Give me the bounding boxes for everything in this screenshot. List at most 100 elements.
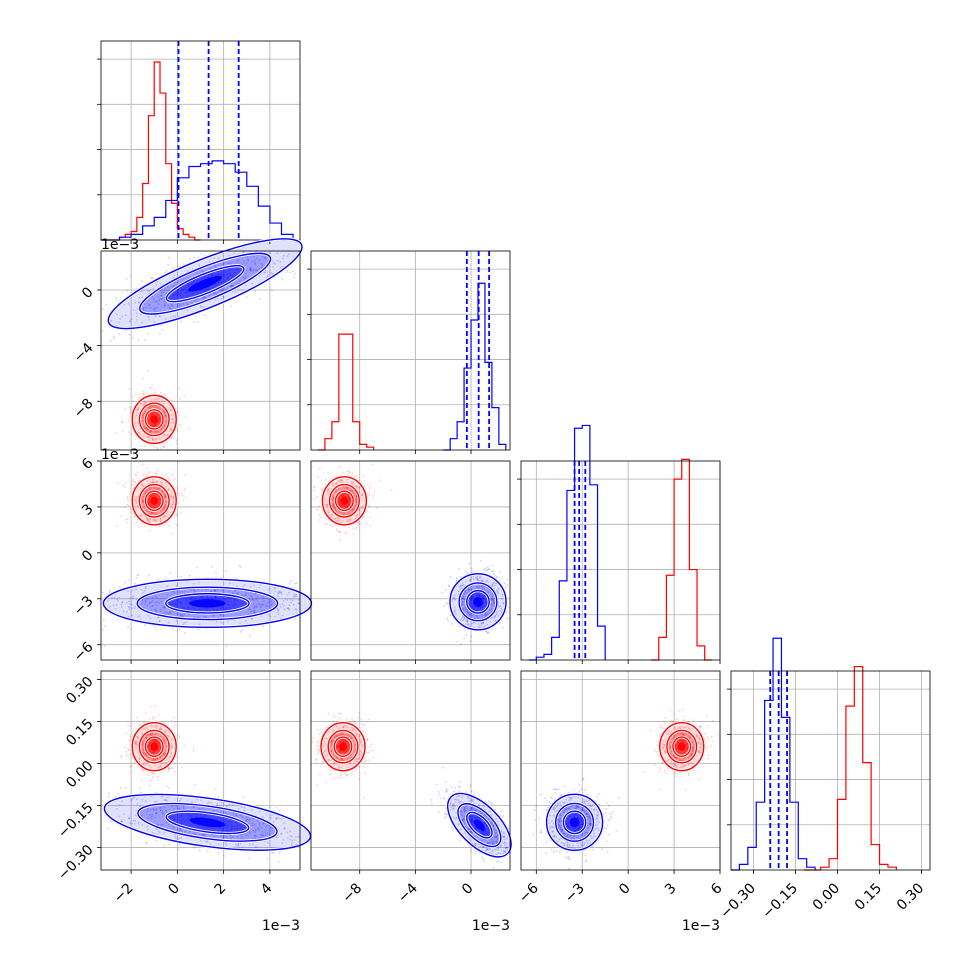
scatter-point (470, 635, 472, 638)
scatter-point (209, 267, 212, 270)
scatter-point (127, 302, 130, 305)
scatter-point (230, 305, 233, 308)
scatter-point (281, 265, 284, 268)
scatter-point (162, 408, 164, 411)
scatter-point (271, 266, 274, 269)
scatter-point (117, 619, 119, 621)
scatter-point (155, 398, 158, 401)
scatter-point (251, 282, 254, 285)
scatter-point (230, 285, 233, 287)
scatter-point (138, 393, 141, 396)
scatter-point (164, 420, 167, 423)
scatter-point (124, 581, 126, 584)
scatter-point (165, 515, 168, 518)
scatter-point (175, 439, 178, 442)
scatter-point (161, 720, 164, 723)
scatter-point (169, 571, 172, 574)
scatter-point (122, 430, 124, 433)
scatter-point (144, 490, 147, 492)
scatter-point (243, 263, 246, 265)
scatter-point (327, 471, 329, 474)
scatter-point (488, 568, 490, 570)
scatter-point (138, 723, 141, 726)
scatter-point (137, 477, 140, 480)
scatter-point (159, 518, 162, 520)
scatter-point (459, 643, 462, 646)
scatter-point (124, 314, 127, 317)
scatter-point (368, 506, 371, 508)
scatter-point (156, 775, 159, 778)
scatter-point (162, 446, 165, 448)
scatter-point (151, 276, 153, 279)
scatter-point (142, 393, 144, 395)
scatter-point (146, 429, 149, 432)
scatter-point (141, 296, 144, 299)
scatter-point (149, 436, 151, 439)
scatter-point (368, 488, 371, 491)
scatter-point (200, 305, 203, 308)
scatter-point (178, 302, 181, 305)
scatter-point (146, 490, 149, 493)
y-tick-label: −4 (71, 340, 97, 366)
scatter-point (354, 528, 357, 530)
y-offset-label: 1e−3 (101, 237, 139, 253)
scatter-point (220, 298, 223, 300)
scatter-point (282, 257, 284, 260)
scatter-point (144, 408, 147, 411)
scatter-point (152, 308, 155, 311)
scatter-point (137, 412, 139, 415)
scatter-point (273, 262, 275, 264)
scatter-point (164, 411, 166, 413)
scatter-point (171, 303, 173, 306)
scatter-point (352, 528, 354, 530)
scatter-point (482, 568, 485, 570)
scatter-point (279, 266, 282, 269)
scatter-point (378, 479, 381, 481)
scatter-point (325, 478, 327, 481)
red-histogram-p1 (317, 333, 375, 451)
scatter-point (163, 304, 166, 307)
scatter-point (136, 409, 139, 411)
scatter-point (368, 494, 371, 497)
scatter-point (148, 718, 151, 720)
scatter-point (458, 568, 461, 570)
scatter-point (168, 477, 171, 480)
scatter-point (154, 438, 157, 441)
scatter-point (174, 315, 177, 318)
scatter-point (129, 274, 132, 277)
scatter-point (236, 259, 239, 262)
scatter-point (168, 256, 170, 259)
scatter-point (130, 318, 133, 320)
scatter-point (247, 258, 249, 261)
scatter-point (151, 777, 154, 780)
scatter-point (147, 529, 150, 532)
scatter-point (253, 255, 256, 258)
scatter-point (150, 430, 153, 432)
scatter-point (163, 423, 166, 426)
scatter-point (244, 272, 247, 275)
scatter-point (176, 304, 179, 307)
scatter-point (135, 411, 138, 413)
scatter-point (156, 473, 158, 475)
scatter-point (144, 475, 147, 477)
scatter-point (173, 274, 176, 277)
scatter-point (141, 779, 143, 782)
scatter-point (142, 411, 145, 414)
scatter-point (172, 286, 174, 289)
scatter-point (258, 275, 261, 277)
scatter-point (158, 299, 161, 302)
scatter-point (463, 637, 465, 640)
scatter-point (118, 333, 120, 335)
scatter-point (156, 447, 159, 450)
scatter-point (193, 321, 196, 323)
scatter-point (157, 295, 160, 298)
scatter-point (158, 397, 160, 400)
scatter-point (153, 430, 156, 433)
scatter-point (186, 309, 189, 312)
scatter-point (199, 304, 202, 307)
scatter-point (249, 268, 252, 270)
scatter-point (145, 427, 148, 430)
scatter-point (128, 333, 131, 336)
scatter-point (138, 396, 141, 399)
scatter-point (159, 447, 162, 449)
